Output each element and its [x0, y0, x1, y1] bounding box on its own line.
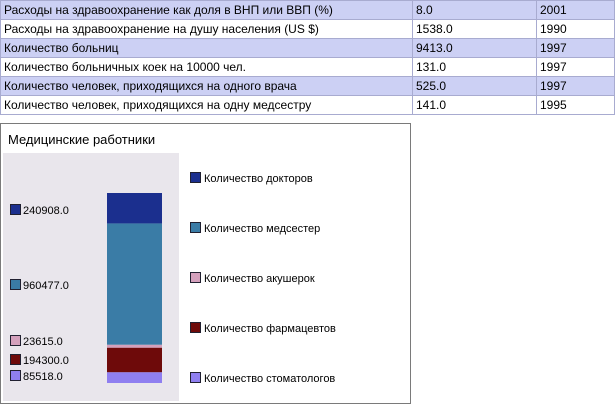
legend-item-nurses: Количество медсестер [190, 222, 320, 236]
table-row: Расходы на здравоохранение как доля в ВН… [0, 0, 615, 20]
row-value: 9413.0 [412, 38, 537, 58]
value-label-text: 85518.0 [23, 371, 63, 383]
row-value: 1538.0 [412, 19, 537, 39]
value-label-text: 240908.0 [23, 205, 69, 217]
table-row: Количество больничных коек на 10000 чел.… [0, 57, 615, 77]
table-row: Количество больниц 9413.0 1997 [0, 38, 615, 58]
row-value: 525.0 [412, 76, 537, 96]
value-label-swatch [10, 335, 21, 346]
table-row: Количество человек, приходящихся на одно… [0, 76, 615, 96]
bar-segment-midwives [107, 344, 162, 348]
chart-title: Медицинские работники [8, 132, 156, 147]
row-year: 1997 [536, 57, 615, 77]
legend-item-dentists: Количество стоматологов [190, 372, 335, 386]
health-statistics-table: Расходы на здравоохранение как доля в ВН… [0, 0, 615, 115]
legend-item-doctors: Количество докторов [190, 172, 313, 186]
row-value: 141.0 [412, 95, 537, 115]
bar-segment-dentists [107, 372, 162, 383]
legend-swatch [190, 172, 201, 183]
legend-label: Количество медсестер [204, 223, 321, 235]
table-row: Расходы на здравоохранение на душу насел… [0, 19, 615, 39]
legend-item-midwives: Количество акушерок [190, 272, 315, 286]
legend-label: Количество стоматологов [204, 373, 336, 385]
medical-workers-chart-panel: Медицинские работники 240908.0 960477.0 … [0, 123, 411, 404]
bar-segment-nurses [107, 223, 162, 345]
legend-label: Количество акушерок [204, 273, 315, 285]
row-label: Количество больничных коек на 10000 чел. [0, 57, 413, 77]
table-row: Количество человек, приходящихся на одну… [0, 95, 615, 115]
value-label-doctors: 240908.0 [10, 204, 69, 217]
stacked-bar-chart [107, 193, 162, 383]
legend-label: Количество фармацевтов [204, 323, 336, 335]
row-label: Расходы на здравоохранение на душу насел… [0, 19, 413, 39]
legend-swatch [190, 272, 201, 283]
bar-segment-pharmacists [107, 347, 162, 373]
value-label-text: 194300.0 [23, 355, 69, 367]
row-year: 1990 [536, 19, 615, 39]
value-label-swatch [10, 370, 21, 381]
row-year: 1995 [536, 95, 615, 115]
value-label-swatch [10, 204, 21, 215]
value-label-nurses: 960477.0 [10, 279, 69, 292]
row-label: Расходы на здравоохранение как доля в ВН… [0, 0, 413, 20]
row-label: Количество человек, приходящихся на одну… [0, 95, 413, 115]
row-year: 2001 [536, 0, 615, 20]
bar-segment-doctors [107, 193, 162, 224]
legend-item-pharmacists: Количество фармацевтов [190, 322, 336, 336]
value-label-swatch [10, 354, 21, 365]
row-label: Количество человек, приходящихся на одно… [0, 76, 413, 96]
legend-swatch [190, 372, 201, 383]
value-label-midwives: 23615.0 [10, 335, 63, 348]
value-label-text: 960477.0 [23, 280, 69, 292]
value-label-swatch [10, 279, 21, 290]
row-value: 8.0 [412, 0, 537, 20]
value-label-dentists: 85518.0 [10, 370, 63, 383]
row-value: 131.0 [412, 57, 537, 77]
legend-swatch [190, 322, 201, 333]
row-label: Количество больниц [0, 38, 413, 58]
row-year: 1997 [536, 38, 615, 58]
legend-swatch [190, 222, 201, 233]
value-label-text: 23615.0 [23, 336, 63, 348]
row-year: 1997 [536, 76, 615, 96]
legend-label: Количество докторов [204, 173, 313, 185]
value-label-pharmacists: 194300.0 [10, 354, 69, 367]
